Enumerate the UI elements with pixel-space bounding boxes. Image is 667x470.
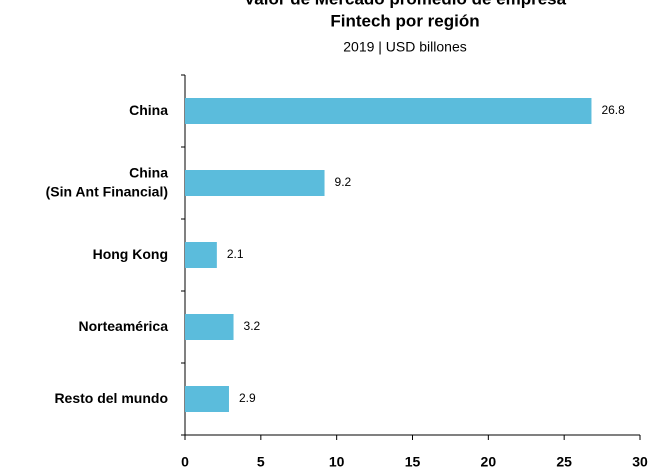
x-tick-label: 15 <box>405 454 421 470</box>
y-tick-label: Norteamérica <box>79 318 169 334</box>
x-tick-label: 5 <box>257 454 265 470</box>
value-label: 2.1 <box>227 247 244 261</box>
value-label: 2.9 <box>239 391 256 405</box>
bar <box>185 386 229 412</box>
y-tick-label-line: Resto del mundo <box>54 390 168 406</box>
bar <box>185 314 234 340</box>
x-tick-label: 10 <box>329 454 345 470</box>
y-tick-label-line: (Sin Ant Financial) <box>46 183 168 199</box>
value-label: 26.8 <box>601 103 625 117</box>
y-tick-label-line: China <box>129 164 168 180</box>
y-tick-label: China <box>129 102 168 118</box>
y-tick-label: Hong Kong <box>93 246 168 262</box>
chart-title: Valor de Mercado promedio de empresa <box>244 0 567 8</box>
value-label: 9.2 <box>335 175 352 189</box>
y-tick-label-line: Norteamérica <box>79 318 169 334</box>
x-tick-label: 30 <box>632 454 648 470</box>
x-tick-label: 25 <box>556 454 572 470</box>
bar <box>185 98 592 124</box>
chart-subtitle: 2019 | USD billones <box>343 39 466 55</box>
bar <box>185 170 325 196</box>
y-tick-label-line: China <box>129 102 168 118</box>
y-tick-label: China (Sin Ant Financial) <box>46 164 169 199</box>
bar <box>185 242 217 268</box>
chart-title: Fintech por región <box>330 11 479 30</box>
y-tick-label: Resto del mundo <box>54 390 168 406</box>
value-label: 3.2 <box>244 319 261 333</box>
x-tick-label: 0 <box>181 454 189 470</box>
y-tick-label-line: Hong Kong <box>93 246 168 262</box>
x-tick-label: 20 <box>481 454 497 470</box>
